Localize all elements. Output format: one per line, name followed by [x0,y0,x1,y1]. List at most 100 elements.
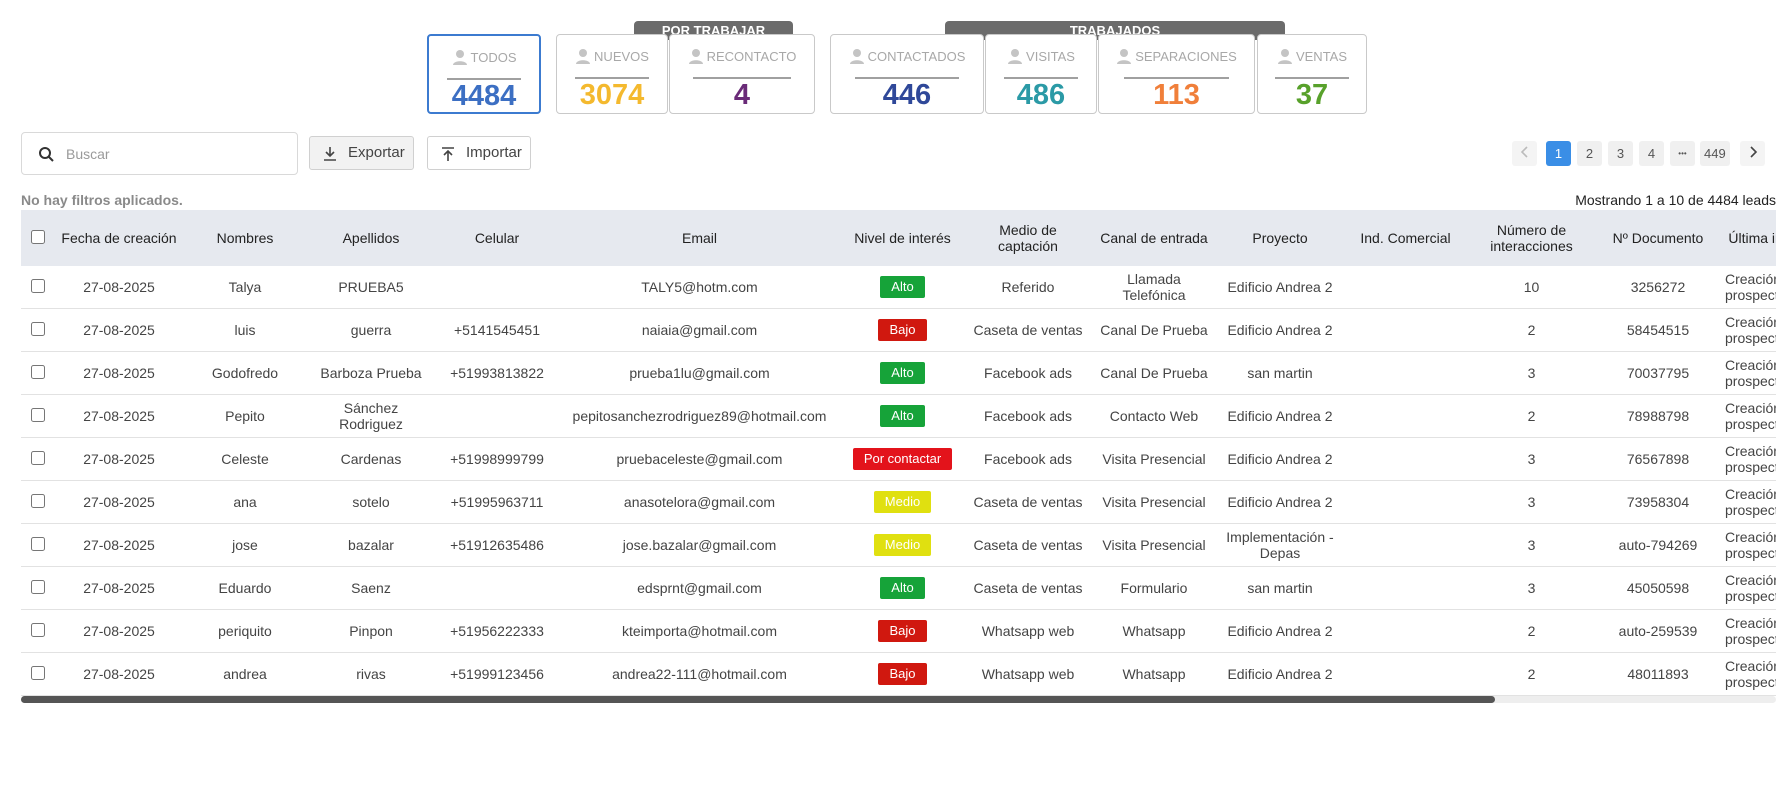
row-checkbox[interactable] [31,622,45,637]
table-cell: 3 [1468,523,1595,567]
interest-badge: Medio [873,491,932,513]
stat-card[interactable]: SEPARACIONES 113 [1098,34,1255,114]
table-cell: Creación prospecto [1721,652,1776,696]
search-box[interactable]: Buscar [21,132,298,175]
page-button[interactable]: 4 [1639,141,1664,166]
table-cell: 27-08-2025 [55,266,183,309]
table-row: 27-08-2025 jose bazalar +51912635486 jose.ba… [21,523,1776,567]
stat-icon [452,50,467,65]
row-checkbox[interactable] [31,407,45,422]
table-cell: +5141545451 [435,308,559,352]
stat-value: 4 [733,79,751,111]
row-checkbox[interactable] [31,278,45,293]
table-cell: Creación prospecto [1721,351,1776,395]
page-button[interactable]: 1 [1546,141,1571,166]
empty-cell [1343,523,1468,567]
table-cell: Formulario [1091,566,1217,610]
interest-cell: Alto [840,566,965,610]
import-button[interactable]: Importar [427,136,531,170]
next-page[interactable] [1740,141,1765,166]
table-cell: 70037795 [1595,351,1721,395]
stat-label-row: VISITAS [986,48,1096,64]
header-cell: Fecha de creación [55,210,183,266]
checkbox-cell [21,308,55,352]
table-cell: Edificio Andrea 2 [1217,480,1343,524]
page-button[interactable]: 3 [1608,141,1633,166]
table-cell: 27-08-2025 [55,394,183,438]
stat-label-row: CONTACTADOS [831,48,983,64]
table-cell: 27-08-2025 [55,480,183,524]
chevron-left [1520,146,1528,158]
checkbox-cell [21,523,55,567]
stat-card[interactable]: RECONTACTO 4 [669,34,815,114]
table-container: Fecha de creación Nombres Apellidos Celular… [21,210,1776,696]
row-checkbox[interactable] [31,364,45,379]
stat-label: NUEVOS [594,49,649,64]
table-cell: Canal De Prueba [1091,351,1217,395]
table-row: 27-08-2025 periquito Pinpon +51956222333 kte… [21,609,1776,653]
prev-page[interactable] [1512,141,1537,166]
stat-value: 446 [882,79,932,111]
table-cell: 27-08-2025 [55,566,183,610]
header-cell: Nivel de interés [840,210,965,266]
table-cell: Contacto Web [1091,394,1217,438]
header-cell: Última interacción [1721,210,1776,266]
table-cell: bazalar [307,523,435,567]
stat-card[interactable]: TODOS 4484 [427,34,541,114]
page-button[interactable]: 2 [1577,141,1602,166]
header-cell: Nº Documento [1595,210,1721,266]
stat-separator [1003,77,1079,79]
table-cell: Visita Presencial [1091,480,1217,524]
row-checkbox[interactable] [31,536,45,551]
row-checkbox[interactable] [31,450,45,465]
stat-card[interactable]: VENTAS 37 [1257,34,1367,114]
interest-badge: Alto [880,577,925,599]
table-row: 27-08-2025 ana sotelo +51995963711 anasotelo… [21,480,1776,524]
row-checkbox[interactable] [31,321,45,336]
empty-cell [1343,351,1468,395]
interest-badge: Alto [880,405,925,427]
table-cell: Whatsapp [1091,652,1217,696]
export-button[interactable]: Exportar [309,136,414,170]
header-row: Fecha de creación Nombres Apellidos Celular… [21,210,1776,266]
checkbox-cell [21,566,55,610]
table-cell: 27-08-2025 [55,351,183,395]
stat-value: 486 [1016,79,1066,111]
table-row: 27-08-2025 luis guerra +5141545451 naiaia@gm… [21,308,1776,352]
select-all-checkbox[interactable] [31,229,45,244]
page-button[interactable]: 449 [1700,141,1730,166]
table-cell: Creación prospecto [1721,394,1776,438]
stat-label: SEPARACIONES [1135,49,1237,64]
leads-table: Fecha de creación Nombres Apellidos Celular… [21,210,1776,696]
stat-separator [446,78,522,80]
interest-badge: Medio [873,534,932,556]
header-cell: Proyecto [1217,210,1343,266]
table-cell: Facebook ads [965,437,1091,481]
table-cell: Llamada Telefónica [1091,266,1217,309]
table-cell: 2 [1468,609,1595,653]
row-checkbox[interactable] [31,493,45,508]
table-cell: rivas [307,652,435,696]
table-cell: Caseta de ventas [965,308,1091,352]
table-cell: luis [183,308,307,352]
table-cell: Implementación - Depas [1217,523,1343,567]
table-cell: Edificio Andrea 2 [1217,437,1343,481]
interest-cell: Por contactar [840,437,965,481]
interest-cell: Bajo [840,609,965,653]
table-row: 27-08-2025 andrea rivas +51999123456 andrea2… [21,652,1776,696]
empty-cell [1343,652,1468,696]
stat-card[interactable]: NUEVOS 3074 [556,34,668,114]
stat-label: TODOS [470,50,517,65]
stat-label-row: RECONTACTO [670,48,814,64]
row-checkbox[interactable] [31,579,45,594]
table-cell: Caseta de ventas [965,480,1091,524]
table-cell: kteimporta@hotmail.com [559,609,840,653]
row-checkbox[interactable] [31,665,45,680]
interest-cell: Bajo [840,308,965,352]
interest-cell: Bajo [840,652,965,696]
stat-card[interactable]: VISITAS 486 [985,34,1097,114]
stat-card[interactable]: CONTACTADOS 446 [830,34,984,114]
scrollbar[interactable] [21,696,1776,703]
page-ellipsis[interactable]: ••• [1670,141,1695,166]
